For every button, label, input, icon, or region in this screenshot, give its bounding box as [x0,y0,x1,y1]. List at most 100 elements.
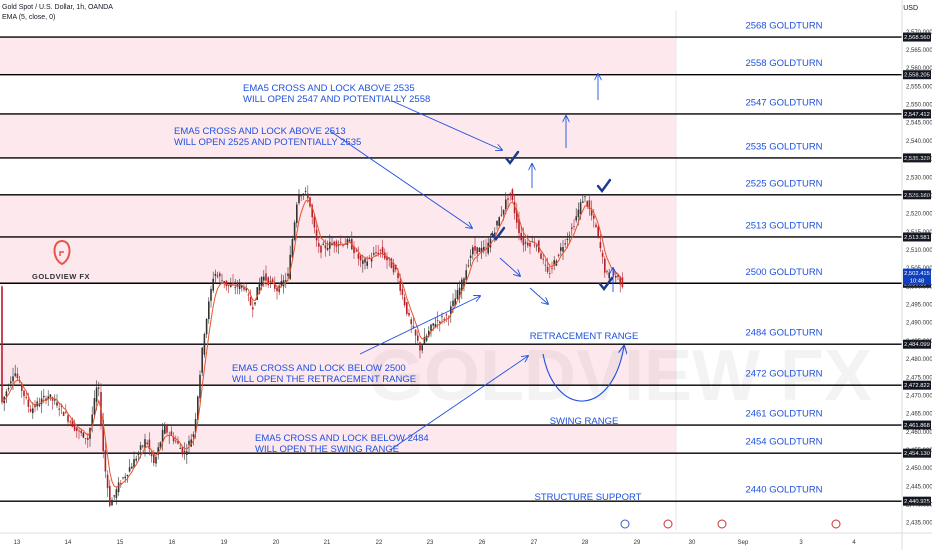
checkmark-icon [596,178,612,193]
candle-body [133,459,135,468]
candle-body [67,415,69,422]
candle-body [518,218,520,234]
candle-body [362,260,364,264]
candle-body [263,276,265,281]
candle-body [126,474,129,476]
candle-body [439,321,441,324]
candle-body [392,263,395,273]
candle-body [436,320,439,321]
candle-body [164,426,166,434]
symbol-title: Gold Spot / U.S. Dollar, 1h, OANDA [2,4,113,11]
level-label: 2525 GOLDTURN [745,178,822,189]
candle-body [502,209,505,215]
candle-body [7,388,10,390]
annotation-text: WILL OPEN THE SWING RANGE [255,444,399,455]
candle-body [109,485,111,506]
candle-body [230,284,232,287]
level-label: 2461 GOLDTURN [745,409,822,420]
price-axis-tick: 2,565.000 [906,48,932,54]
price-axis-tick: 2,445.000 [906,484,932,490]
event-flag-icon [717,519,727,529]
candle-body [60,405,63,407]
candle-body [210,288,212,301]
candle-body [604,258,606,273]
candle-body [122,477,124,479]
candle-body [410,319,412,324]
candle-body [346,239,349,245]
candle-body [421,345,423,351]
price-axis-tick: 2,510.000 [906,248,932,254]
candle-body [333,241,335,246]
candle-body [617,274,619,277]
candle-body [335,241,338,247]
candle-body [549,273,551,274]
candle-body [289,254,291,280]
level-price-tag-text: 2,535.329 [904,156,930,162]
candle-body [258,283,261,294]
candle-body [403,297,406,306]
level-price-tag [903,32,931,42]
candle-body [485,247,487,249]
candle-body [23,390,25,397]
candle-body [139,445,142,450]
candle-body [102,419,104,452]
price-axis-tick: 2,460.000 [906,430,932,436]
candle-body [366,261,368,266]
event-flag-icon [620,519,630,529]
level-label: 2558 GOLDTURN [745,58,822,69]
candle-body [379,249,382,251]
candle-body [428,330,430,337]
candle-body [65,411,67,413]
candle-body [43,395,45,398]
annotation-text: EMA5 CROSS AND LOCK BELOW 2484 [255,433,429,444]
candle-body [553,260,555,266]
level-price-tag-text: 2,440.925 [904,499,930,505]
candle-body [98,387,100,389]
candle-body [146,442,148,445]
candle-body [93,398,96,415]
candle-body [276,287,278,292]
candle-body [76,427,78,431]
candle-body [357,253,360,259]
candle-body [577,209,580,218]
time-axis-tick: Sep [738,540,749,546]
candle-body [619,276,621,285]
level-price-tag-text: 2,568.560 [904,35,930,41]
candle-body [414,329,417,336]
candle-body [529,242,531,247]
candle-body [84,438,87,440]
price-axis-tick: 2,475.000 [906,375,932,381]
level-price-tag [903,109,931,119]
candle-body [417,335,419,341]
candle-body [522,236,525,246]
candle-body [412,325,415,328]
candle-body [615,276,617,278]
annotation-arrow [389,356,528,451]
candle-body [214,273,217,276]
candle-body [540,253,542,259]
level-price-tag [903,380,931,390]
candle-body [377,252,379,254]
time-axis-tick: 13 [14,540,21,546]
goldview-logo: GOLDVIEW FX [32,239,90,281]
candle-body [219,273,221,277]
level-layer: 2568 GOLDTURN 2,568.560 2558 GOLDTURN 2,558… [0,21,931,506]
candle-body [95,387,98,402]
candle-body [245,288,247,291]
candle-body [186,451,188,455]
candle-body [593,215,595,219]
candle-body [597,226,599,237]
level-label: 2454 GOLDTURN [745,437,822,448]
candle-body [155,456,157,464]
price-axis-tick: 2,465.000 [906,412,932,418]
candle-body [509,192,511,194]
candle-body [203,334,206,355]
candle-body [478,247,481,253]
candle-body [483,246,485,252]
countdown-text: 10:48 [910,279,925,285]
candle-body [324,245,327,249]
candle-body [313,216,316,228]
annotation-text: WILL OPEN 2547 AND POTENTIALLY 2558 [243,94,430,105]
